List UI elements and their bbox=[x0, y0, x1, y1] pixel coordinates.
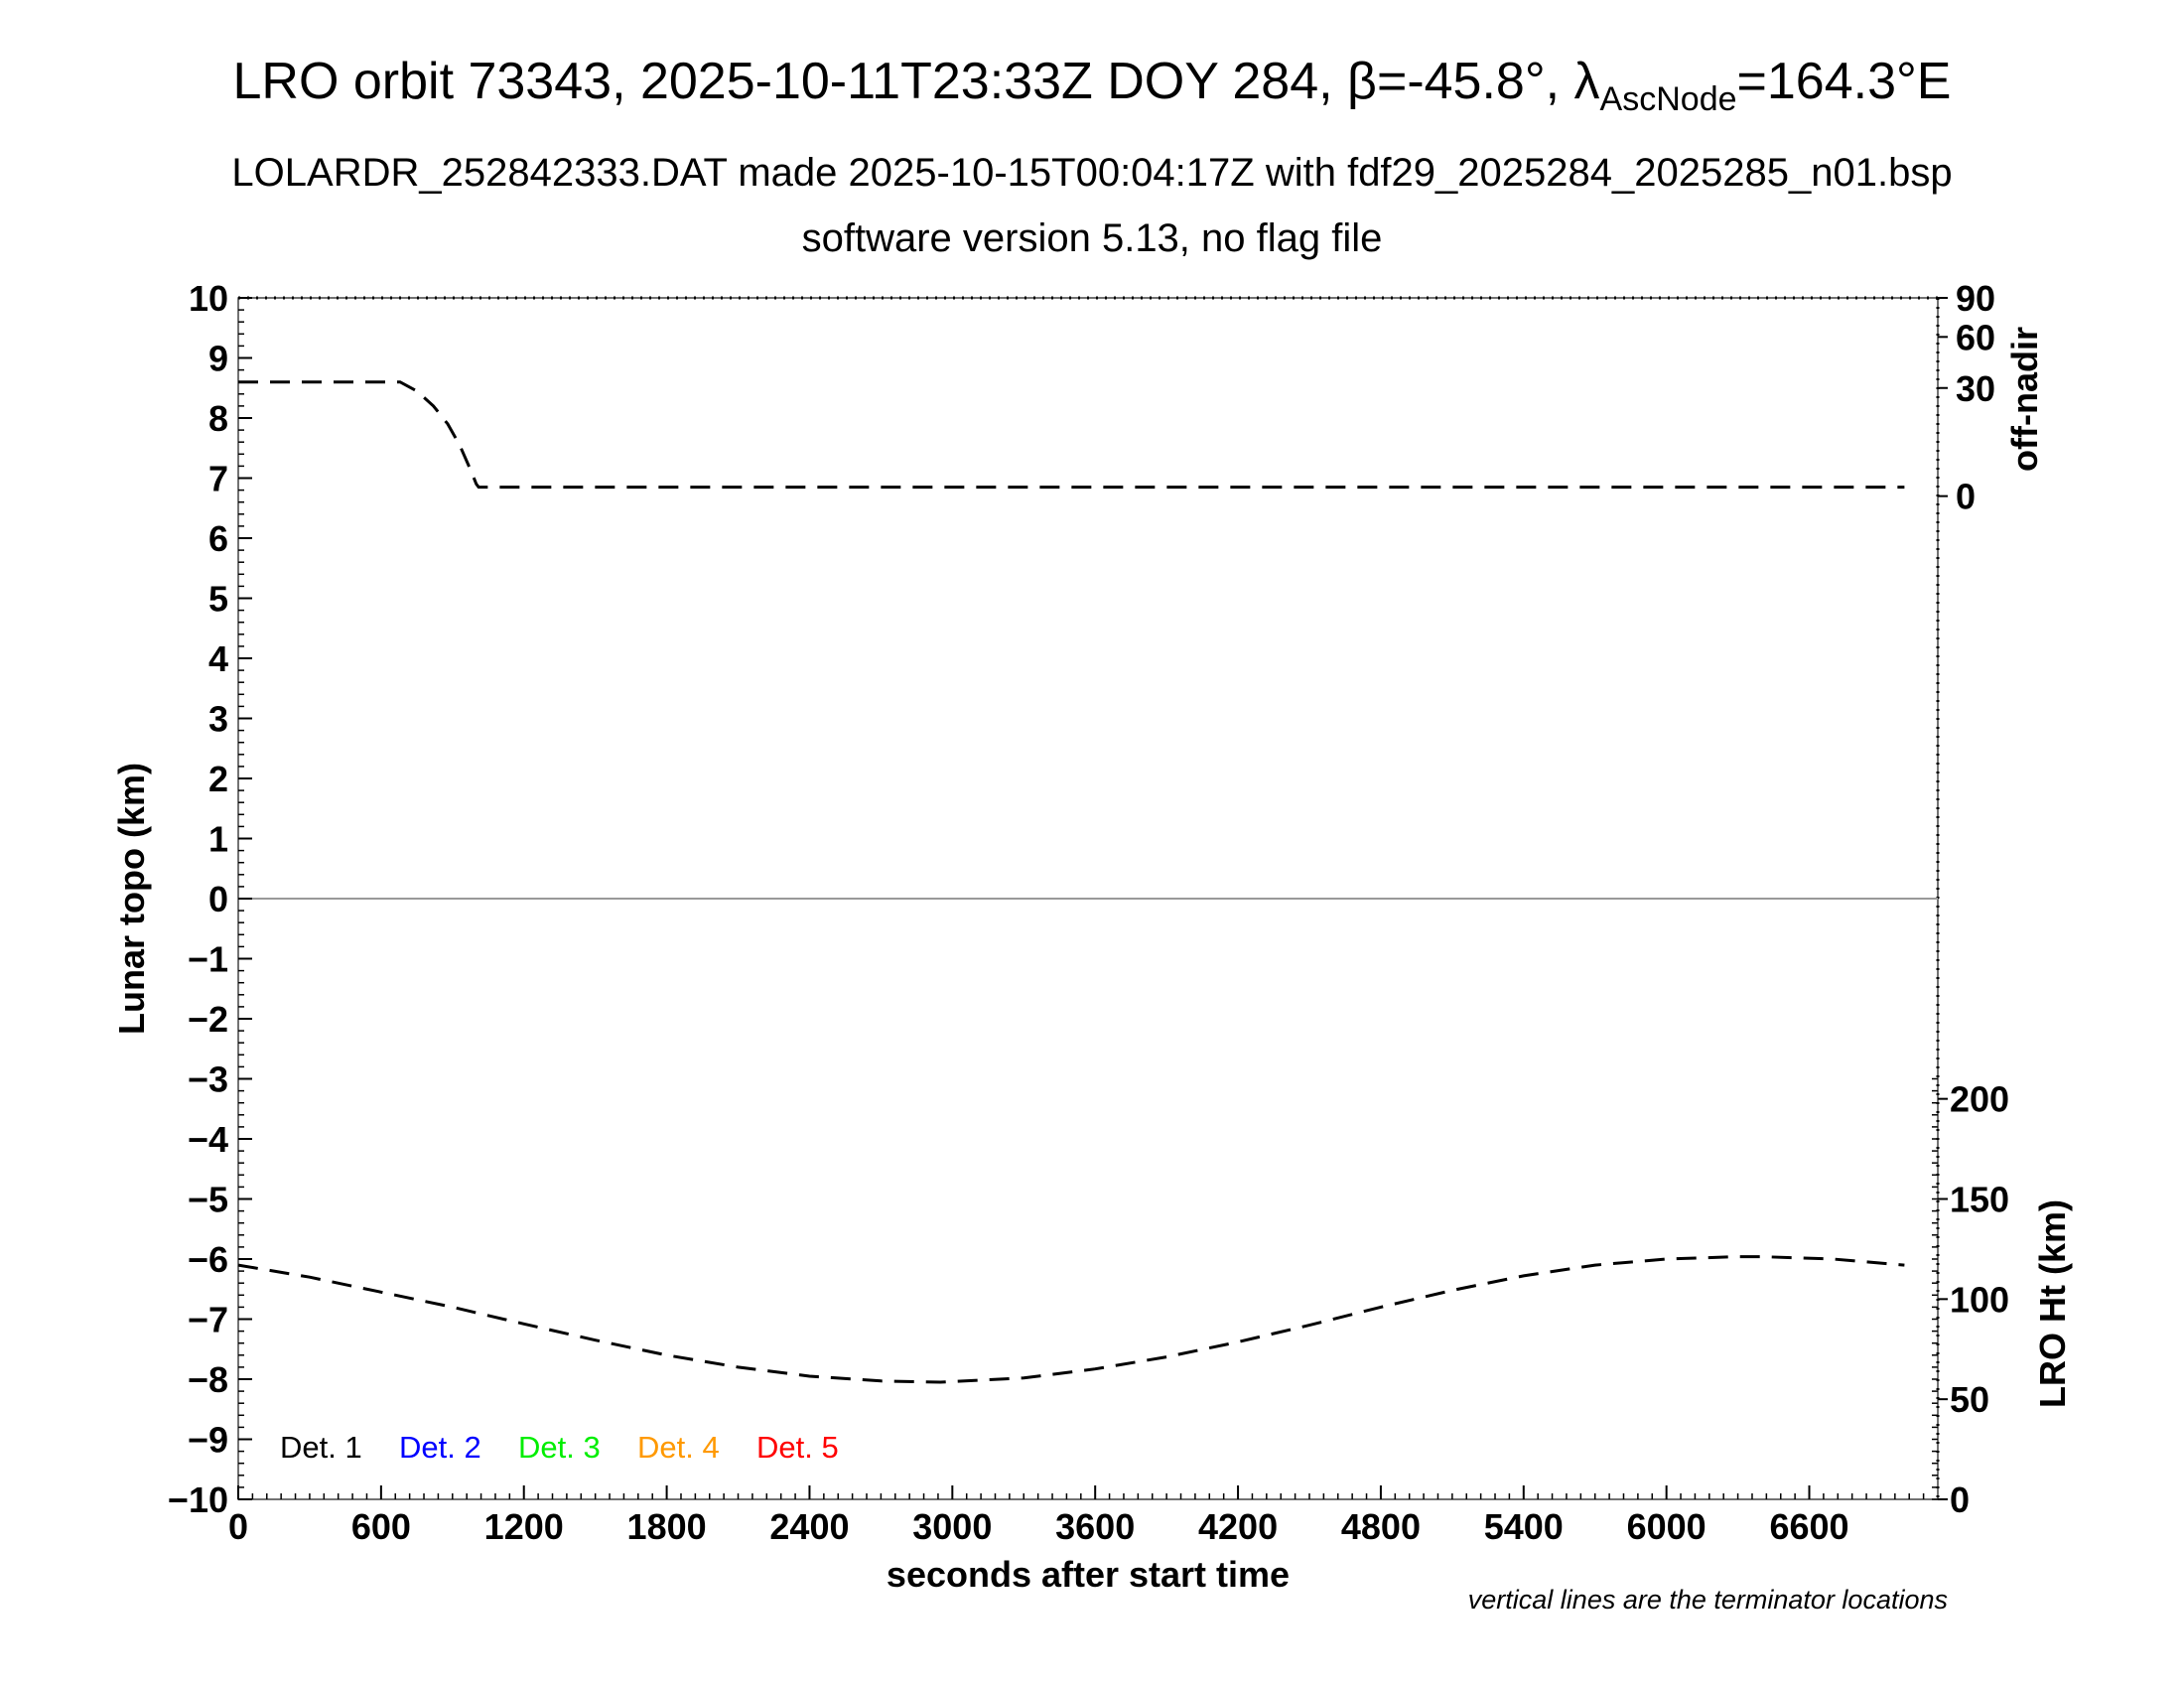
legend: Det. 1 Det. 2 Det. 3 Det. 4 Det. 5 bbox=[280, 1430, 839, 1465]
axis-tick-labels: 0 600 1200 1800 2400 3000 3600 4200 4800 5400 6000… bbox=[168, 278, 2009, 1547]
y-tick-label: −6 bbox=[188, 1239, 228, 1280]
x-tick-label: 4200 bbox=[1198, 1506, 1278, 1547]
off-nadir-tick-label: 90 bbox=[1956, 278, 1995, 319]
off-nadir-tick-label: 60 bbox=[1956, 317, 1995, 357]
x-axis-label: seconds after start time bbox=[887, 1554, 1290, 1595]
x-tick-label: 1800 bbox=[627, 1506, 707, 1547]
off-nadir-tick-label: 0 bbox=[1956, 477, 1976, 517]
y-tick-label: −1 bbox=[188, 939, 228, 980]
chart-title-main: LRO orbit 73343, 2025-10-11T23:33Z DOY 2… bbox=[232, 53, 1600, 110]
chart-title-subscript: AscNode bbox=[1599, 80, 1737, 118]
x-tick-label: 3000 bbox=[912, 1506, 992, 1547]
chart-title-end: =164.3°E bbox=[1736, 53, 1952, 110]
y-tick-label: −5 bbox=[188, 1180, 228, 1220]
legend-item-det-5: Det. 5 bbox=[756, 1430, 839, 1465]
ht-tick-label: 0 bbox=[1950, 1479, 1970, 1520]
x-tick-label: 3600 bbox=[1055, 1506, 1135, 1547]
series-line-lro-ht bbox=[237, 1255, 1905, 1384]
y-tick-label: 10 bbox=[189, 278, 228, 319]
legend-item-det-4: Det. 4 bbox=[637, 1430, 720, 1465]
x-tick-label: 1200 bbox=[484, 1506, 564, 1547]
x-tick-label: 0 bbox=[228, 1506, 248, 1547]
legend-item-det-1: Det. 1 bbox=[280, 1430, 362, 1465]
chart-subtitle-file: LOLARDR_252842333.DAT made 2025-10-15T00… bbox=[231, 151, 1953, 195]
chart-subtitle-version: software version 5.13, no flag file bbox=[801, 216, 1383, 260]
y-tick-label: 6 bbox=[208, 518, 228, 559]
x-tick-label: 2400 bbox=[769, 1506, 849, 1547]
y-tick-label: 5 bbox=[208, 579, 228, 620]
y-tick-label: −8 bbox=[188, 1359, 228, 1400]
y-tick-label: 4 bbox=[208, 638, 228, 679]
x-tick-label: 6000 bbox=[1627, 1506, 1706, 1547]
y-tick-label: 7 bbox=[208, 459, 228, 499]
x-tick-label: 5400 bbox=[1484, 1506, 1564, 1547]
ht-tick-label: 150 bbox=[1950, 1180, 2009, 1220]
y-tick-label: −10 bbox=[168, 1479, 228, 1520]
x-tick-label: 600 bbox=[351, 1506, 411, 1547]
y-tick-label: −4 bbox=[188, 1119, 228, 1160]
x-tick-label: 6600 bbox=[1769, 1506, 1848, 1547]
off-nadir-tick-label: 30 bbox=[1956, 368, 1995, 409]
legend-item-det-3: Det. 3 bbox=[518, 1430, 601, 1465]
y-tick-label: −9 bbox=[188, 1420, 228, 1461]
y-tick-label: −3 bbox=[188, 1059, 228, 1100]
y-tick-label: 1 bbox=[208, 819, 228, 860]
ht-tick-label: 50 bbox=[1950, 1379, 1989, 1420]
terminator-note: vertical lines are the terminator locati… bbox=[1468, 1585, 1948, 1615]
y-tick-label: −2 bbox=[188, 999, 228, 1040]
y-tick-label: 3 bbox=[208, 699, 228, 740]
series-line-off-nadir bbox=[238, 380, 1905, 490]
series-lines bbox=[237, 380, 1905, 1384]
axis-ticks bbox=[237, 297, 1948, 1500]
y-tick-label: 8 bbox=[208, 398, 228, 439]
legend-item-det-2: Det. 2 bbox=[399, 1430, 481, 1465]
lro-ht-axis-label: LRO Ht (km) bbox=[2032, 1199, 2073, 1408]
y-tick-label: 2 bbox=[208, 759, 228, 799]
y-tick-label: 9 bbox=[208, 339, 228, 379]
chart-title: LRO orbit 73343, 2025-10-11T23:33Z DOY 2… bbox=[0, 52, 2184, 119]
y-tick-label: −7 bbox=[188, 1300, 228, 1340]
y-axis-label: Lunar topo (km) bbox=[111, 763, 152, 1035]
y-tick-label: 0 bbox=[208, 879, 228, 919]
ht-tick-label: 100 bbox=[1950, 1279, 2009, 1320]
ht-tick-label: 200 bbox=[1950, 1079, 2009, 1120]
off-nadir-axis-label: off-nadir bbox=[2004, 327, 2045, 472]
x-tick-label: 4800 bbox=[1341, 1506, 1421, 1547]
